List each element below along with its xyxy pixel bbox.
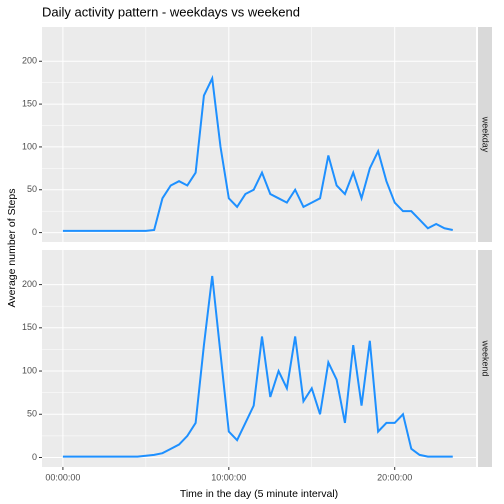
x-tick-label: 10:00:00: [211, 472, 246, 482]
chart-title: Daily activity pattern - weekdays vs wee…: [42, 4, 300, 19]
facet-strip: [478, 250, 492, 467]
facet-label: weekday: [481, 116, 491, 153]
y-tick-label: 100: [22, 365, 37, 375]
data-line: [62, 275, 453, 458]
y-tick-label: 0: [32, 452, 37, 462]
x-tick-label: 20:00:00: [377, 472, 412, 482]
y-tick-label: 200: [22, 279, 37, 289]
data-line: [62, 74, 453, 232]
y-tick-label: 0: [32, 227, 37, 237]
x-axis-label: Time in the day (5 minute interval): [180, 488, 338, 500]
y-axis-label: Average number of Steps: [6, 189, 18, 308]
facet-strip: [478, 27, 492, 242]
y-tick-label: 150: [22, 98, 37, 108]
panel-background: [42, 27, 476, 242]
x-tick-label: 00:00:00: [45, 472, 80, 482]
y-tick-label: 50: [27, 184, 37, 194]
y-tick-label: 200: [22, 56, 37, 66]
y-tick-label: 150: [22, 322, 37, 332]
y-tick-label: 100: [22, 141, 37, 151]
y-tick-label: 50: [27, 409, 37, 419]
facet-label: weekend: [481, 339, 491, 376]
